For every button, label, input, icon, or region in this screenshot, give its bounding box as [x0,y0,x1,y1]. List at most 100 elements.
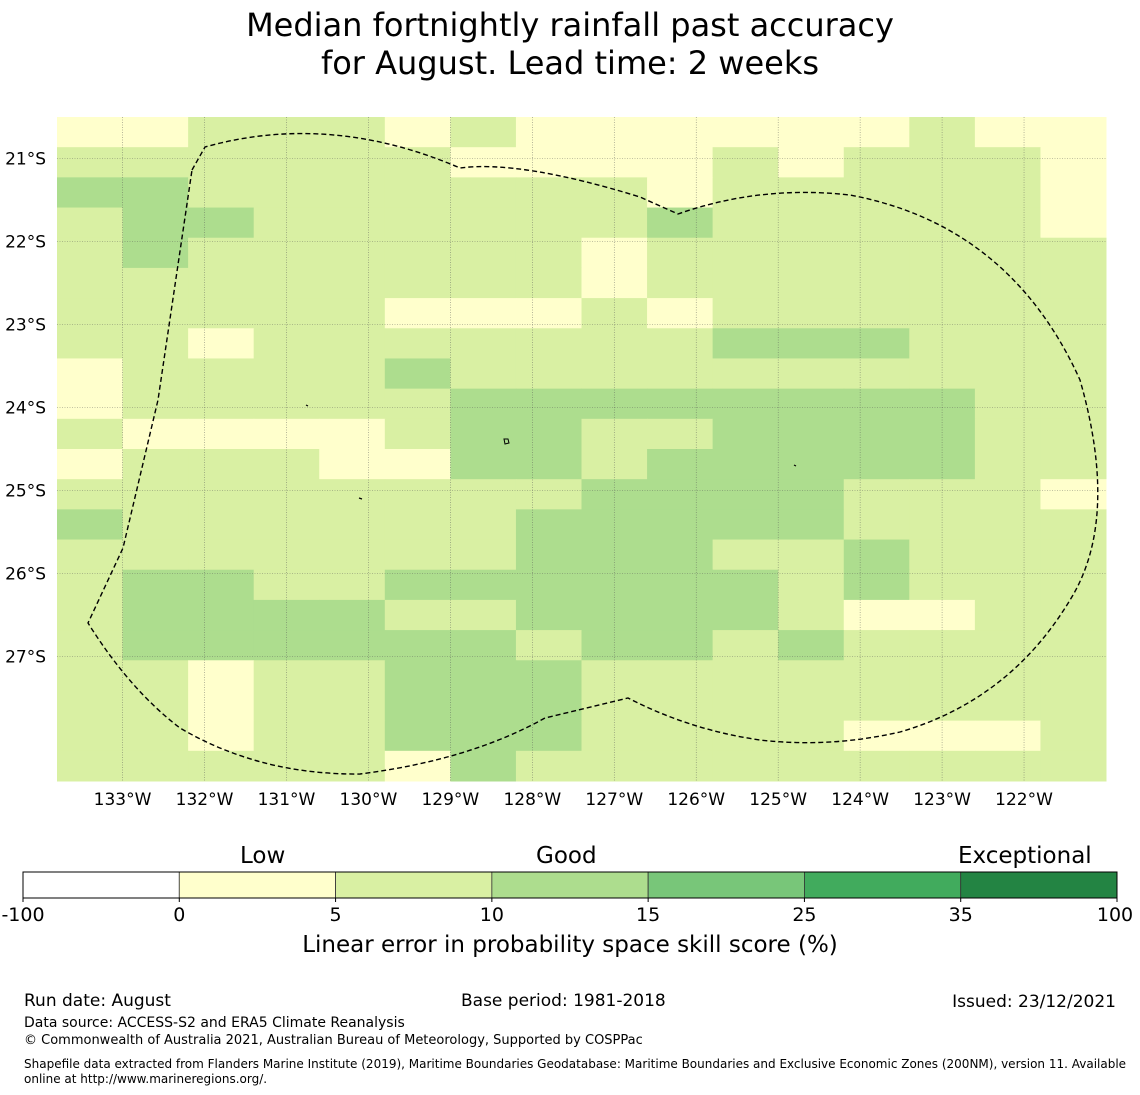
grid-cell [319,569,386,601]
grid-cell [450,298,517,329]
grid-cell [974,298,1041,329]
grid-cell [450,479,517,510]
colorbar-segment [491,871,649,899]
grid-cell [515,479,582,510]
grid-cell [188,509,255,541]
grid-cell [319,117,386,148]
grid-cell [1040,298,1107,329]
grid-cell [778,750,845,782]
grid-cell [843,750,910,782]
grid-cell [450,418,517,450]
grid-cell [188,237,255,269]
grid-cell [974,569,1041,601]
grid-cell [1040,750,1107,782]
grid-cell [57,237,124,269]
grid-cell [57,117,124,148]
longitude-label: 123°W [913,790,971,810]
grid-cell [384,298,451,329]
grid-cell [974,267,1041,299]
colorbar-segment [22,871,180,899]
grid-cell [319,660,386,691]
grid-cell [778,207,845,239]
grid-cell [712,328,779,359]
grid-cell [57,569,124,601]
longitude-label: 132°W [176,790,234,810]
grid-cell [515,418,582,450]
grid-cell [647,147,714,178]
grid-cell [515,660,582,691]
grid-cell [319,328,386,359]
grid-cell [843,418,910,450]
grid-cell [1040,599,1107,631]
grid-cell [450,117,517,148]
grid-cell [450,328,517,359]
grid-cell [647,599,714,631]
grid-cell [515,298,582,329]
grid-cell [712,750,779,782]
grid-cell [450,207,517,239]
grid-cell [384,328,451,359]
grid-cell [515,328,582,359]
grid-cell [778,418,845,450]
grid-cell [122,388,189,420]
shapefile-credit: Shapefile data extracted from Flanders M… [24,1057,1127,1086]
grid-cell [647,660,714,691]
grid-cell [1040,720,1107,752]
grid-cell [188,750,255,782]
grid-cell [253,388,320,420]
grid-cell [1040,449,1107,480]
graticule [57,117,1106,781]
grid-cell [974,690,1041,722]
grid-cell [57,267,124,299]
grid-cell [778,690,845,722]
latitude-label: 21°S [5,150,46,170]
grid-cell [1040,418,1107,450]
grid-cell [647,449,714,480]
grid-cell [712,569,779,601]
grid-cell [188,147,255,178]
grid-cell [384,117,451,148]
grid-cell [712,147,779,178]
grid-cell [974,509,1041,541]
grid-cell [974,117,1041,148]
longitude-label: 127°W [585,790,643,810]
grid-cell [319,630,386,661]
grid-cell [581,418,648,450]
grid-cell [974,388,1041,420]
grid-cell [122,358,189,390]
grid-cell [319,147,386,178]
grid-cell [515,117,582,148]
grid-cell [581,267,648,299]
grid-cell [712,449,779,480]
grid-cell [712,358,779,390]
grid-cell [319,418,386,450]
grid-cell [647,267,714,299]
grid-cell [647,720,714,752]
grid-cell [188,207,255,239]
grid-cell [974,630,1041,661]
grid-cell [712,690,779,722]
colorbar-frame [22,871,1118,899]
grid-cell [122,267,189,299]
grid-cell [57,358,124,390]
grid-cell [450,720,517,752]
latitude-label: 22°S [5,233,46,253]
grid-cell [581,298,648,329]
grid-cell [450,388,517,420]
grid-cell [515,177,582,209]
grid-cell [712,630,779,661]
grid-cell [843,147,910,178]
grid-cell [974,207,1041,239]
grid-cell [778,630,845,661]
grid-cell [778,147,845,178]
grid-cell [319,298,386,329]
grid-cell [57,660,124,691]
grid-cell [57,479,124,510]
grid-cell [974,479,1041,510]
grid-cell [450,358,517,390]
grid-cell [974,358,1041,390]
grid-cell [57,690,124,722]
grid-cell [843,298,910,329]
grid-cell [515,449,582,480]
grid-cell [122,177,189,209]
